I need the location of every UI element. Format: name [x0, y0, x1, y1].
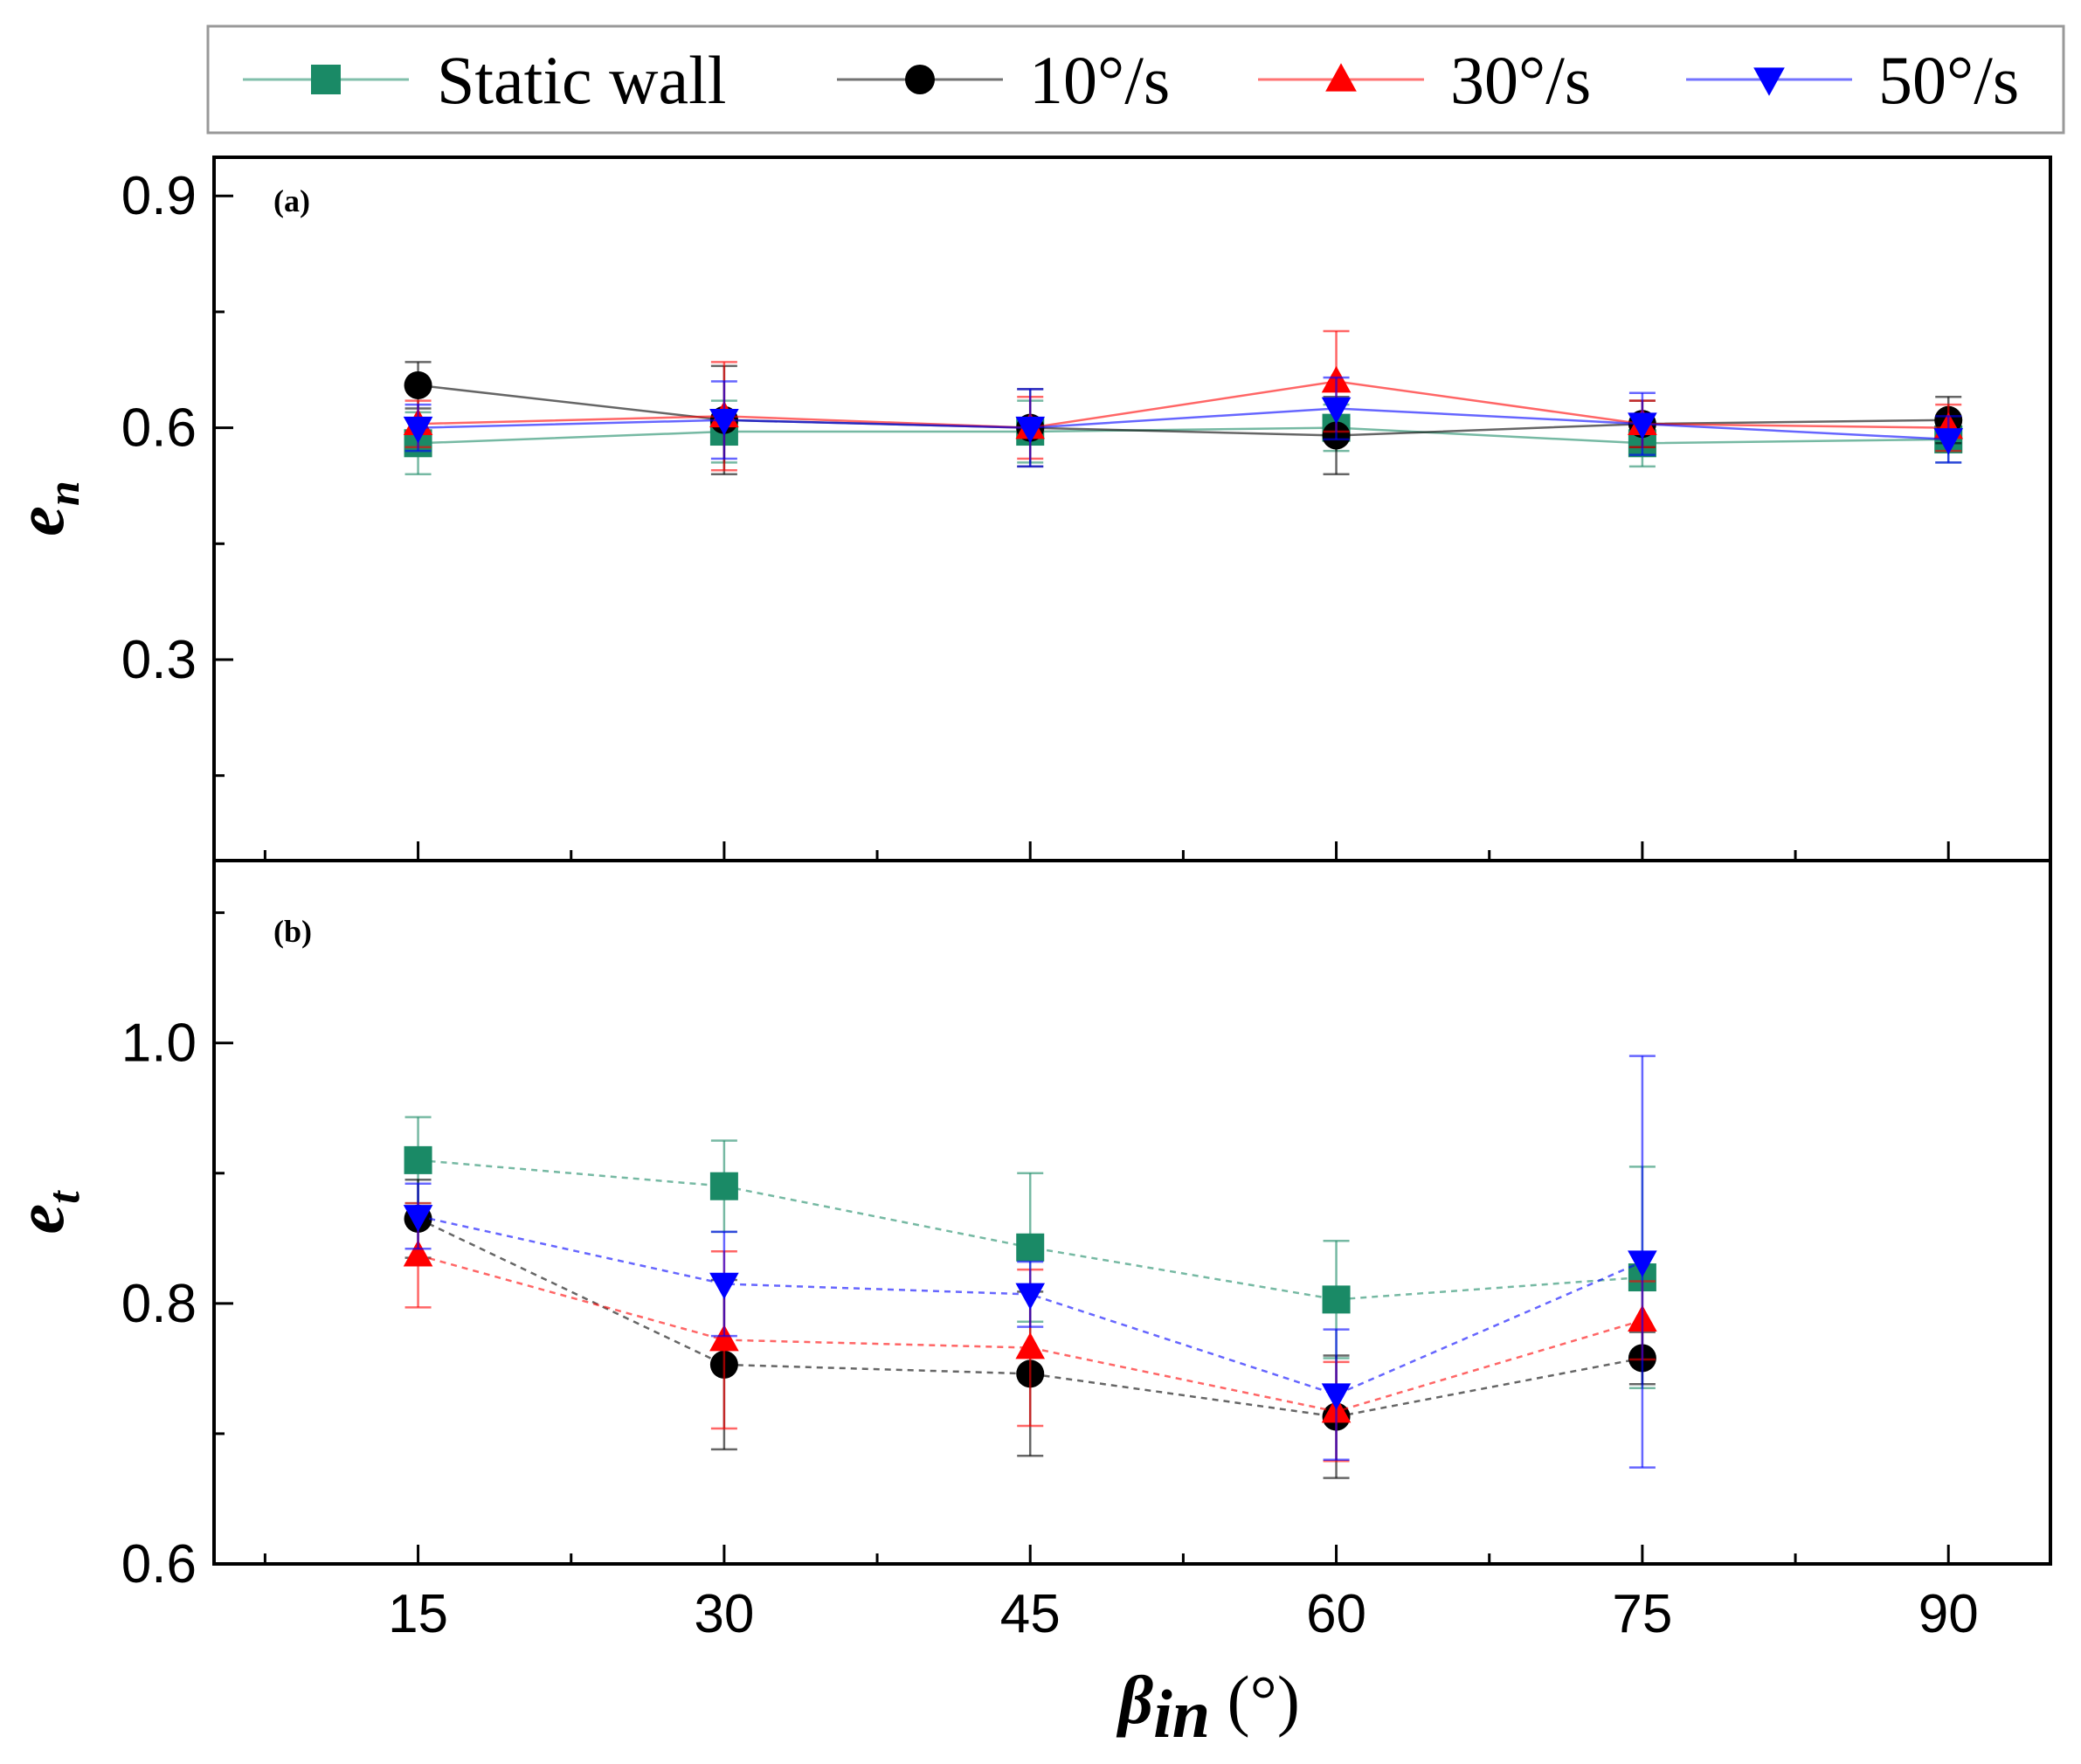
xtick-label: 30 — [694, 1584, 754, 1644]
panel-a: (a) en 0.3 0.6 0.9 — [2, 156, 2052, 862]
panel-a-ylabel: en — [2, 481, 89, 536]
panel-b-series-static-wall-point — [1016, 1233, 1045, 1262]
xtick-label: 60 — [1306, 1584, 1366, 1644]
panel-a-series-50-s-point — [1933, 428, 1964, 455]
panel-a-series-10-s-point — [404, 370, 432, 399]
panel-a-series-50-s-point — [709, 408, 739, 436]
panel-b-series-static-wall-point — [404, 1145, 432, 1174]
panel-a-series-30-s — [403, 329, 1964, 472]
panel-b-series-50-s-point — [709, 1272, 739, 1300]
legend: Static wall 10°/s 30°/s 50°/s — [206, 24, 2065, 135]
panel-b-series-10-s-line — [418, 1217, 1643, 1418]
panel-b-ticks: 0.6 0.8 1.0 15 30 45 60 75 90 — [121, 911, 1979, 1644]
xtick-label: 90 — [1919, 1584, 1979, 1644]
legend-label-50-s: 50°/s — [1878, 42, 2019, 118]
panel-a-frame — [212, 156, 2052, 862]
panel-a-series-30-s-line — [418, 380, 1949, 429]
legend-marker-30-s — [1325, 63, 1357, 92]
panel-a-series-50-s-point — [1628, 412, 1657, 439]
panel-a-series-static-wall — [404, 399, 1963, 475]
legend-marker-static-wall — [311, 65, 341, 94]
panel-b-ylabel: et — [2, 1190, 89, 1235]
legend-marker-10-s — [905, 65, 935, 94]
panel-a-series-50-s-point — [403, 416, 433, 444]
panel-b: (b) et 0.6 0.8 1.0 15 30 45 60 75 90 βin (°) — [2, 859, 2052, 1752]
panel-a-series-10-s-line — [418, 384, 1949, 437]
panel-a-ytick-label: 0.3 — [121, 630, 197, 690]
panel-a-ylabel-sub: n — [39, 481, 89, 506]
panel-a-ytick-label: 0.9 — [121, 166, 197, 226]
panel-a-ytick-label: 0.6 — [121, 398, 197, 459]
panel-b-series-30-s-point — [709, 1324, 739, 1352]
panel-a-label: (a) — [273, 183, 310, 218]
legend-label-30-s: 30°/s — [1450, 42, 1591, 118]
panel-b-series-50-s-point — [403, 1205, 433, 1232]
panel-a-series-50-s-point — [1321, 397, 1352, 425]
panel-b-series-static-wall-point — [709, 1172, 738, 1200]
panel-a-series-50-s-point — [1015, 416, 1046, 444]
xtick-label: 45 — [1000, 1584, 1061, 1644]
legend-marker-50-s — [1753, 67, 1785, 96]
panel-b-ylabel-sub: t — [39, 1190, 89, 1204]
xtick-label: 15 — [388, 1584, 448, 1644]
x-axis-label: βin (°) — [1116, 1662, 1300, 1752]
legend-label-static-wall: Static wall — [437, 42, 726, 118]
panel-b-series-50-s-point — [1628, 1250, 1657, 1277]
legend-label-10-s: 10°/s — [1029, 42, 1170, 118]
panel-b-label: (b) — [273, 914, 312, 949]
panel-b-ytick-label: 1.0 — [121, 1013, 197, 1074]
panel-b-series-50-s-point — [1321, 1383, 1352, 1410]
panel-b-frame — [212, 859, 2052, 1566]
panel-b-series-50-s-point — [1015, 1283, 1046, 1311]
panel-b-ytick-label: 0.8 — [121, 1274, 197, 1334]
legend-items: Static wall 10°/s 30°/s 50°/s — [243, 42, 2019, 118]
panel-b-series-30-s-point — [403, 1240, 433, 1267]
panel-a-series-50-s-line — [418, 407, 1949, 441]
panel-a-series-50-s — [403, 376, 1964, 468]
panel-b-series-50-s-line — [418, 1214, 1643, 1396]
panel-b-series-static-wall-point — [1322, 1285, 1351, 1314]
panel-b-series-50-s — [403, 1055, 1657, 1469]
panel-a-series-static-wall-line — [418, 426, 1949, 445]
panel-a-ticks: 0.3 0.6 0.9 — [121, 166, 1950, 861]
panel-a-series — [403, 329, 1964, 475]
xtick-label: 75 — [1612, 1584, 1672, 1644]
panel-b-series-30-s-point — [1015, 1332, 1046, 1359]
panel-b-ytick-label: 0.6 — [121, 1534, 197, 1595]
panel-b-series — [403, 1055, 1657, 1479]
